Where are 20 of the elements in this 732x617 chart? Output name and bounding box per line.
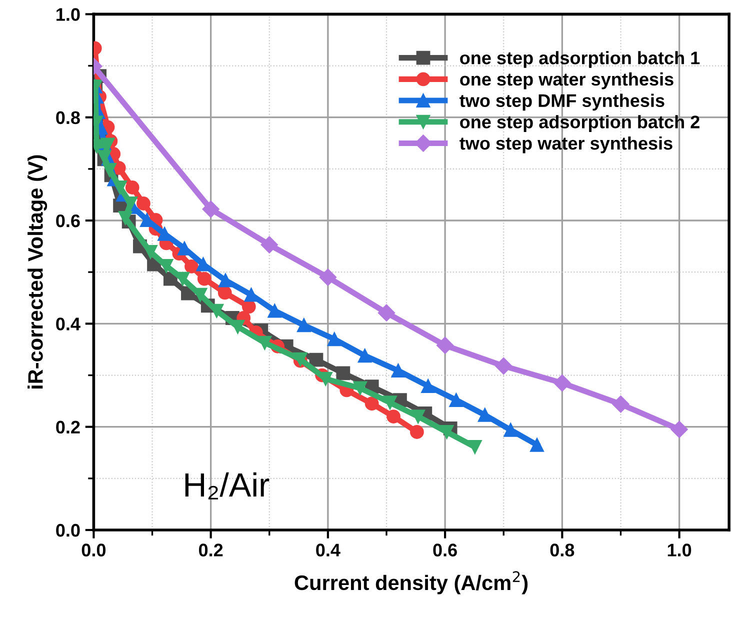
x-tick-label: 0.8 xyxy=(550,544,574,556)
legend-label: one step adsorption batch 1 xyxy=(460,51,700,68)
y-tick-label: 0.6 xyxy=(56,214,80,228)
annotation: H₂/Air xyxy=(185,472,270,500)
x-tick-label: 0.4 xyxy=(316,544,340,556)
y-tick-label: 0.8 xyxy=(56,111,80,124)
x-tick-label: 0.6 xyxy=(433,544,457,556)
legend-label: two step water synthesis xyxy=(460,136,672,154)
y-tick-label: 0.4 xyxy=(56,318,80,330)
legend-label: two step DMF synthesis xyxy=(460,94,664,111)
x-tick-label: 1.0 xyxy=(668,544,692,556)
y-tick-label: 1.0 xyxy=(56,8,80,21)
y-tick-label: 0.0 xyxy=(56,524,80,537)
legend-label: one step water synthesis xyxy=(460,72,674,90)
y-axis-title: iR-corrected Voltage (V) xyxy=(28,155,48,389)
x-tick-label: 0.2 xyxy=(198,544,223,556)
y-tick-label: 0.2 xyxy=(56,420,80,434)
legend-label: one step adsorption batch 2 xyxy=(460,115,700,132)
x-tick-label: 0.0 xyxy=(82,544,106,556)
x-axis-title: Current density (A/cm$^{2}$) xyxy=(294,571,528,594)
